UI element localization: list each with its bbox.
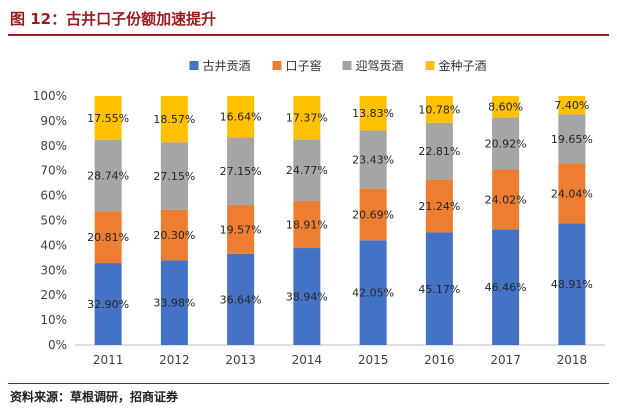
data-label: 13.83% bbox=[352, 107, 394, 120]
data-label: 20.92% bbox=[485, 137, 527, 150]
stacked-bar-chart: 古井贡酒 口子窖 迎驾贡酒 金种子酒 0% 10% 20% 30% 40% 50% 60% 70% 80… bbox=[33, 58, 605, 367]
y-tick-label: 100% bbox=[33, 89, 67, 103]
data-label: 20.81% bbox=[87, 231, 129, 244]
bar-segment-4 bbox=[492, 96, 520, 118]
data-label: 23.43% bbox=[352, 154, 394, 167]
title-divider bbox=[8, 34, 609, 36]
y-tick-label: 10% bbox=[40, 313, 67, 327]
data-label: 28.74% bbox=[87, 169, 129, 182]
x-tick-label: 2017 bbox=[490, 353, 521, 367]
bar-segment-4 bbox=[94, 96, 122, 140]
bar-segment-3 bbox=[492, 117, 520, 170]
x-tick-label: 2018 bbox=[557, 353, 588, 367]
bar-segment-4 bbox=[227, 96, 255, 138]
footer-divider bbox=[8, 383, 609, 384]
bar-segment-2 bbox=[425, 179, 453, 233]
x-tick-label: 2015 bbox=[358, 353, 389, 367]
legend-label-4: 金种子酒 bbox=[439, 58, 487, 73]
bar-segment-2 bbox=[293, 200, 321, 249]
data-label: 10.78% bbox=[418, 103, 460, 116]
data-label: 20.69% bbox=[352, 209, 394, 222]
legend-swatch-3 bbox=[342, 61, 352, 70]
x-tick-label: 2013 bbox=[225, 353, 256, 367]
data-label: 27.15% bbox=[220, 165, 262, 178]
data-label: 42.05% bbox=[352, 287, 394, 300]
data-label: 33.98% bbox=[153, 297, 195, 310]
bar-segment-4 bbox=[160, 96, 188, 143]
data-label: 7.40% bbox=[554, 99, 589, 112]
data-label: 24.77% bbox=[286, 164, 328, 177]
x-tick-label: 2011 bbox=[93, 353, 124, 367]
data-label: 38.94% bbox=[286, 291, 328, 304]
bar-segment-1 bbox=[94, 263, 122, 345]
data-label: 18.91% bbox=[286, 218, 328, 231]
bar-segment-4 bbox=[558, 96, 586, 115]
bar-segment-3 bbox=[558, 114, 586, 164]
bar-segment-1 bbox=[492, 229, 520, 345]
data-label: 48.91% bbox=[551, 278, 593, 291]
y-tick-label: 80% bbox=[40, 139, 67, 153]
data-label: 24.02% bbox=[485, 193, 527, 206]
x-tick-label: 2016 bbox=[424, 353, 455, 367]
y-tick-label: 60% bbox=[40, 189, 67, 203]
data-label: 22.81% bbox=[418, 145, 460, 158]
bar-segment-2 bbox=[492, 169, 520, 230]
y-tick-label: 70% bbox=[40, 164, 67, 178]
y-tick-label: 90% bbox=[40, 114, 67, 128]
data-label: 46.46% bbox=[485, 281, 527, 294]
bar-segment-4 bbox=[359, 96, 387, 131]
bar-segment-3 bbox=[425, 122, 453, 180]
data-label: 8.60% bbox=[488, 101, 523, 114]
data-label: 24.04% bbox=[551, 187, 593, 200]
figure-header: 图 12：古井口子份额加速提升 bbox=[0, 0, 617, 38]
y-tick-label: 30% bbox=[40, 263, 67, 277]
bar-segment-3 bbox=[359, 130, 387, 189]
bar-segment-1 bbox=[359, 240, 387, 345]
bar-segment-3 bbox=[227, 137, 255, 206]
bar-segment-2 bbox=[359, 188, 387, 241]
bar-segment-1 bbox=[227, 253, 255, 345]
bar-segment-3 bbox=[94, 139, 122, 212]
data-label: 16.64% bbox=[220, 111, 262, 124]
data-label: 21.24% bbox=[418, 200, 460, 213]
figure-title: 图 12：古井口子份额加速提升 bbox=[10, 10, 217, 28]
bar-segment-2 bbox=[227, 205, 255, 254]
x-tick-label: 2012 bbox=[159, 353, 190, 367]
y-tick-label: 20% bbox=[40, 288, 67, 302]
bar-segment-1 bbox=[558, 223, 586, 345]
y-tick-label: 40% bbox=[40, 238, 67, 252]
legend-swatch-4 bbox=[425, 61, 435, 70]
data-label: 20.30% bbox=[153, 229, 195, 242]
bar-segment-4 bbox=[425, 96, 453, 123]
legend-label-2: 口子窖 bbox=[286, 58, 322, 73]
data-label: 19.57% bbox=[220, 223, 262, 236]
bar-segment-4 bbox=[293, 96, 321, 140]
x-tick-label: 2014 bbox=[292, 353, 323, 367]
y-tick-label: 0% bbox=[48, 338, 67, 352]
data-label: 45.17% bbox=[418, 283, 460, 296]
bar-segment-3 bbox=[160, 142, 188, 210]
legend-swatch-2 bbox=[272, 61, 282, 70]
data-label: 17.37% bbox=[286, 112, 328, 125]
data-label: 32.90% bbox=[87, 298, 129, 311]
data-label: 18.57% bbox=[153, 113, 195, 126]
y-tick-label: 50% bbox=[40, 214, 67, 228]
legend-label-1: 古井贡酒 bbox=[203, 58, 251, 73]
bar-segment-3 bbox=[293, 139, 321, 201]
data-label: 17.55% bbox=[87, 112, 129, 125]
bar-segment-2 bbox=[558, 163, 586, 224]
bar-segment-2 bbox=[94, 211, 122, 264]
data-label: 19.65% bbox=[551, 133, 593, 146]
data-label: 27.15% bbox=[153, 170, 195, 183]
bar-segment-1 bbox=[293, 248, 321, 345]
bar-segment-1 bbox=[425, 232, 453, 345]
source-note: 资料来源：草根调研，招商证券 bbox=[10, 390, 179, 404]
data-label: 36.64% bbox=[220, 293, 262, 306]
legend-label-3: 迎驾贡酒 bbox=[356, 59, 404, 73]
bar-segment-2 bbox=[160, 209, 188, 261]
bar-segment-1 bbox=[160, 260, 188, 345]
chart-area: 古井贡酒 口子窖 迎驾贡酒 金种子酒 0% 10% 20% 30% 40% 50% 60% 70% 80… bbox=[0, 38, 617, 382]
legend-swatch-1 bbox=[189, 61, 199, 70]
